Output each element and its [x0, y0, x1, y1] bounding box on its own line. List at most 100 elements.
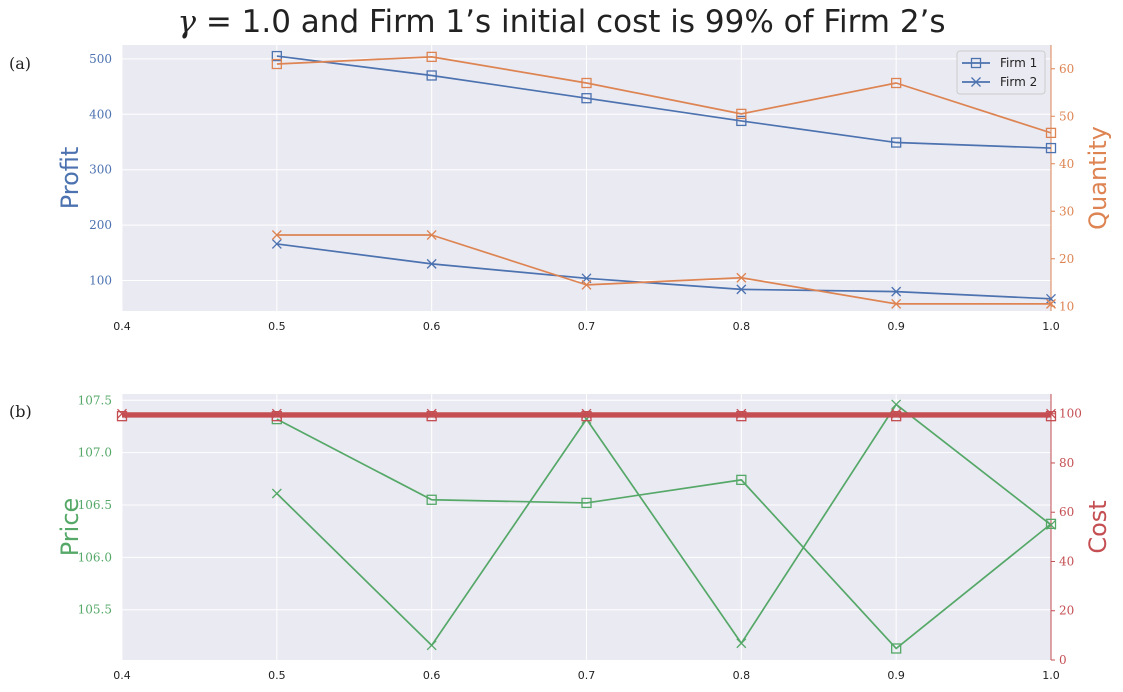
x-tick-label: 0.4: [113, 320, 131, 333]
data-point: [891, 77, 902, 89]
data-point: [891, 643, 902, 654]
title-gamma-symbol: γ: [177, 4, 196, 40]
data-point: [736, 408, 747, 419]
data-point: [426, 640, 437, 651]
data-point: [426, 494, 437, 505]
data-point: [426, 70, 437, 81]
data-point: [736, 411, 747, 422]
data-point: [271, 238, 282, 249]
data-point: [581, 279, 592, 290]
data-point: [581, 411, 592, 422]
x-tick-label: 0.4: [113, 669, 131, 682]
panel-a-label: (a): [9, 54, 32, 73]
data-point: [1046, 298, 1056, 309]
right-tick-label: 50: [1059, 109, 1074, 123]
right-tick-label: 0: [1059, 653, 1067, 667]
chart-title: γ = 1.0 and Firm 1’s initial cost is 99%…: [0, 4, 1123, 40]
data-point: [581, 408, 592, 419]
series-line: [276, 243, 1052, 300]
legend-marker: [971, 77, 981, 87]
data-point: [271, 58, 282, 70]
right-tick-label: 10: [1059, 299, 1074, 313]
series-line: [276, 403, 1052, 647]
series-line: [276, 55, 1052, 149]
data-point: [1045, 142, 1057, 154]
x-tick-label: 0.7: [578, 669, 596, 682]
left-tick-label: 105.5: [78, 603, 112, 617]
panel-a: 0.4 0.5 0.6 0.7 0.8 0.9 1.0 100 200 300 400 500 10 20…: [56, 45, 1112, 333]
series-line: [276, 56, 1052, 134]
left-tick-label: 400: [89, 107, 112, 121]
data-point: [1046, 293, 1056, 304]
data-point: [736, 638, 747, 649]
panel-b-label: (b): [9, 402, 32, 421]
data-point: [1045, 127, 1057, 139]
data-point: [426, 230, 437, 240]
left-tick-label: 500: [89, 52, 112, 66]
x-tick-label: 1.0: [1042, 669, 1060, 682]
data-point: [891, 298, 902, 309]
right-tick-label: 60: [1059, 505, 1074, 519]
data-point: [736, 272, 747, 283]
right-tick-label: 80: [1059, 456, 1074, 470]
data-point: [271, 408, 282, 419]
right-axis-label-b: Cost: [1084, 500, 1112, 553]
x-tick-label: 0.8: [733, 320, 751, 333]
data-point: [426, 258, 437, 269]
series-a-3: [271, 230, 1056, 309]
series-b-2: [116, 411, 1057, 422]
x-tick-label: 1.0: [1042, 320, 1060, 333]
x-tick-label: 0.7: [578, 320, 596, 333]
left-tick-label: 200: [89, 218, 112, 232]
data-point: [1046, 519, 1056, 530]
right-tick-label: 100: [1059, 407, 1082, 421]
left-tick-label: 100: [89, 274, 112, 288]
data-point: [891, 286, 902, 297]
panel-b: 0.4 0.5 0.6 0.7 0.8 0.9 1.0 105.5 106.0 106.5 107.…: [56, 393, 1112, 682]
data-point: [581, 93, 592, 104]
data-point: [1045, 518, 1057, 530]
series-a-2: [271, 51, 1057, 139]
data-point: [891, 137, 902, 148]
x-tick-label: 0.9: [887, 669, 905, 682]
left-tick-label: 107.0: [78, 446, 112, 460]
right-tick-label: 40: [1059, 554, 1074, 568]
x-tick-label: 0.6: [423, 320, 441, 333]
legend-label: Firm 1: [1000, 56, 1037, 70]
right-tick-label: 20: [1059, 252, 1074, 266]
data-point: [736, 474, 747, 486]
x-tick-label: 0.8: [733, 669, 751, 682]
series-a-0: [271, 50, 1057, 154]
series-line: [276, 234, 1051, 305]
data-point: [116, 411, 128, 422]
data-point: [1045, 411, 1057, 422]
x-tick-label: 0.5: [268, 320, 286, 333]
data-point: [426, 51, 437, 63]
legend-box: [956, 50, 1046, 95]
data-point: [581, 77, 592, 89]
right-axis-label-a: Quantity: [1084, 126, 1112, 230]
left-tick-label: 107.5: [78, 393, 112, 407]
data-point: [271, 230, 282, 240]
data-point: [271, 488, 282, 499]
data-point: [271, 50, 282, 62]
data-point: [426, 411, 437, 422]
left-tick-label: 106.5: [78, 498, 112, 512]
data-point: [581, 497, 592, 509]
series-line: [276, 418, 1052, 650]
data-point: [1046, 408, 1056, 419]
left-axis-label-a: Profit: [56, 147, 84, 210]
legend-marker: [970, 57, 982, 69]
title-text: = 1.0 and Firm 1’s initial cost is 99% o…: [195, 4, 946, 40]
data-point: [736, 108, 747, 120]
left-tick-label: 300: [89, 163, 112, 177]
data-point: [891, 399, 902, 410]
right-tick-label: 60: [1059, 62, 1074, 76]
left-tick-label: 106.0: [78, 550, 112, 564]
right-tick-label: 20: [1059, 604, 1074, 618]
data-point: [891, 411, 902, 422]
legend: Firm 1 Firm 2: [956, 50, 1046, 95]
left-axis-label-b: Price: [56, 498, 84, 557]
